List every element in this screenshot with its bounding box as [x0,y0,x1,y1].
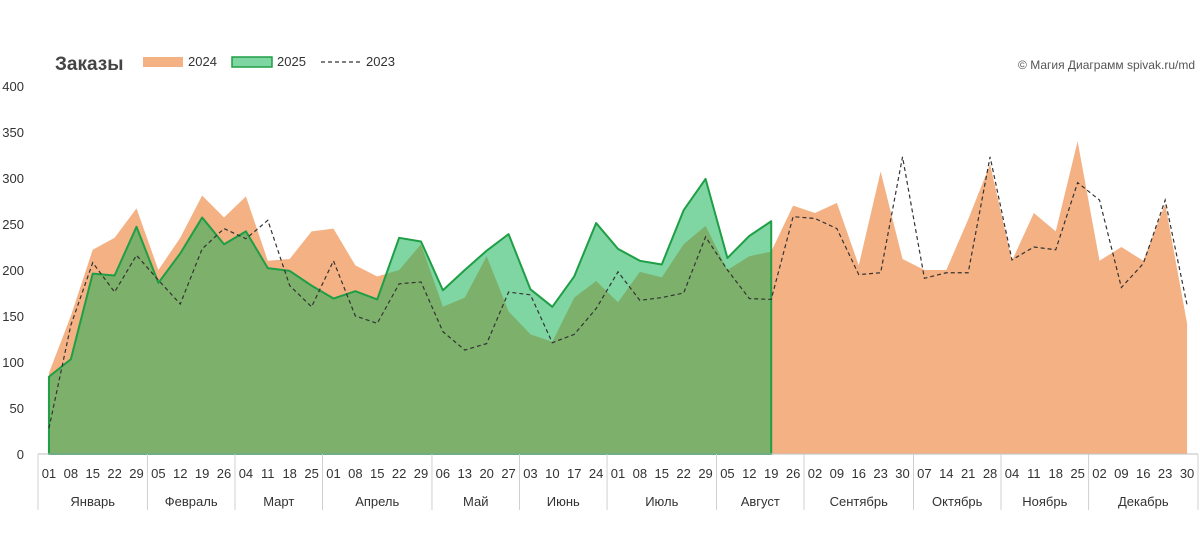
line-series-2023 [48,156,1188,429]
x-axis: 01 08 15 22 29 05 12 19 26 04 11 18 25 01 08 15 22 29 06 13… [37,453,1199,510]
x-tick-label: 16 [852,466,866,481]
x-tick-label: 29 [414,466,428,481]
x-tick-label: 10 [545,466,559,481]
x-tick-label: 09 [830,466,844,481]
x-tick-label: 24 [589,466,603,481]
y-axis: 0 50 100 150 200 250 300 350 400 [2,79,24,462]
x-tick-label: 17 [567,466,581,481]
legend-label-2025: 2025 [277,54,306,69]
y-tick-label: 0 [17,447,24,462]
x-tick-label: 23 [1158,466,1172,481]
x-tick-label: 30 [1180,466,1194,481]
x-tick-label: 03 [523,466,537,481]
x-tick-label: 30 [895,466,909,481]
x-tick-label: 23 [873,466,887,481]
x-tick-label: 21 [961,466,975,481]
month-label: Октябрь [932,494,983,509]
x-tick-label: 06 [436,466,450,481]
month-label: Ноябрь [1022,494,1067,509]
x-tick-label: 26 [217,466,231,481]
x-tick-label: 14 [939,466,953,481]
x-tick-label: 08 [633,466,647,481]
month-label: Март [263,494,294,509]
x-tick-label: 25 [304,466,318,481]
y-tick-label: 300 [2,171,24,186]
credit-text: © Магия Диаграмм spivak.ru/md [1018,58,1195,72]
month-label: Август [741,494,780,509]
x-tick-label: 22 [107,466,121,481]
month-label: Июнь [547,494,580,509]
month-label: Декабрь [1118,494,1169,509]
x-tick-label: 16 [1136,466,1150,481]
y-tick-label: 100 [2,355,24,370]
x-tick-label: 07 [917,466,931,481]
x-tick-label: 18 [282,466,296,481]
x-tick-label: 22 [392,466,406,481]
x-tick-label: 20 [479,466,493,481]
x-tick-label: 08 [64,466,78,481]
x-tick-label: 01 [326,466,340,481]
x-tick-label: 04 [1005,466,1019,481]
chart-title: Заказы [55,54,123,75]
x-tick-label: 26 [786,466,800,481]
x-tick-label: 05 [720,466,734,481]
x-tick-label: 18 [1049,466,1063,481]
line-series-2025 [47,177,773,455]
x-tick-label: 29 [698,466,712,481]
x-tick-label: 29 [129,466,143,481]
x-tick-label: 22 [676,466,690,481]
month-label: Февраль [165,494,218,509]
legend-swatch-2025 [231,56,273,68]
x-tick-label: 08 [348,466,362,481]
month-label: Июль [645,494,678,509]
x-tick-label: 02 [1092,466,1106,481]
month-label: Сентябрь [830,494,888,509]
x-tick-label: 01 [42,466,56,481]
y-tick-label: 150 [2,309,24,324]
x-tick-label: 15 [85,466,99,481]
month-label: Январь [70,494,115,509]
legend-label-2023: 2023 [366,54,395,69]
x-tick-label: 15 [370,466,384,481]
x-tick-label: 25 [1070,466,1084,481]
y-tick-label: 50 [10,401,24,416]
x-tick-label: 01 [611,466,625,481]
x-tick-label: 12 [742,466,756,481]
month-label: Апрель [355,494,399,509]
legend-label-2024: 2024 [188,54,217,69]
x-tick-label: 04 [239,466,253,481]
x-tick-label: 28 [983,466,997,481]
x-tick-label: 11 [261,466,275,481]
x-tick-label: 19 [764,466,778,481]
y-tick-label: 200 [2,263,24,278]
x-tick-label: 05 [151,466,165,481]
x-tick-label: 27 [501,466,515,481]
plot-area [47,141,1188,455]
x-tick-label: 12 [173,466,187,481]
x-tick-label: 09 [1114,466,1128,481]
x-tick-label: 02 [808,466,822,481]
y-tick-label: 250 [2,217,24,232]
y-tick-label: 400 [2,79,24,94]
x-tick-label: 11 [1027,466,1041,481]
x-tick-label: 13 [458,466,472,481]
area-overlap-2024-2025 [48,178,772,454]
month-label: Май [463,494,488,509]
x-tick-label: 15 [655,466,669,481]
legend-swatch-2024 [143,57,183,67]
y-tick-label: 350 [2,125,24,140]
x-tick-label: 19 [195,466,209,481]
